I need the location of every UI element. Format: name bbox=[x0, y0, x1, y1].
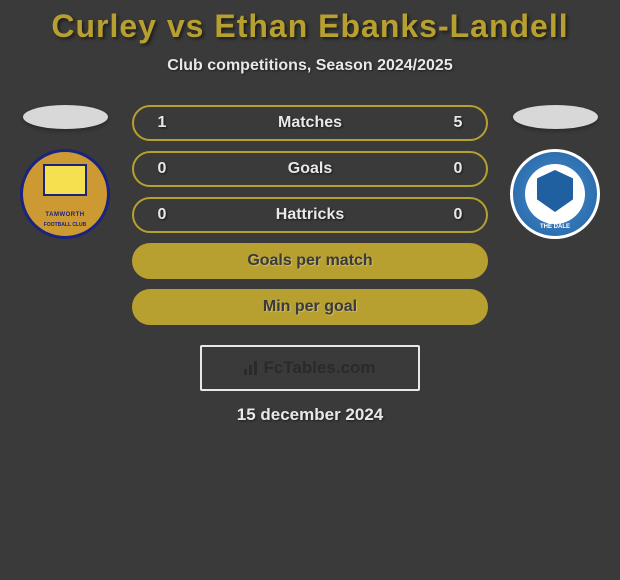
stat-left-value: 0 bbox=[152, 206, 172, 224]
stat-row-min-per-goal: Min per goal bbox=[132, 289, 488, 325]
stat-left-value: 0 bbox=[152, 160, 172, 178]
stat-row-matches: 1 Matches 5 bbox=[132, 105, 488, 141]
player-left-column: FOOTBALL CLUB bbox=[10, 105, 120, 239]
stat-row-hattricks: 0 Hattricks 0 bbox=[132, 197, 488, 233]
stat-label: Goals per match bbox=[247, 252, 372, 270]
badge-left-subtext: FOOTBALL CLUB bbox=[44, 222, 86, 228]
chart-bars-icon bbox=[244, 361, 257, 375]
stat-row-goals-per-match: Goals per match bbox=[132, 243, 488, 279]
stat-label: Matches bbox=[278, 114, 342, 132]
stat-label: Goals bbox=[288, 160, 332, 178]
club-badge-right: THE DALE bbox=[510, 149, 600, 239]
stat-right-value: 0 bbox=[448, 160, 468, 178]
badge-right-subtext: THE DALE bbox=[540, 224, 570, 230]
stat-left-value: 1 bbox=[152, 114, 172, 132]
stat-label: Min per goal bbox=[263, 298, 357, 316]
player-right-ellipse bbox=[513, 105, 598, 129]
comparison-card: Curley vs Ethan Ebanks-Landell Club comp… bbox=[0, 0, 620, 425]
club-badge-left: FOOTBALL CLUB bbox=[20, 149, 110, 239]
page-title: Curley vs Ethan Ebanks-Landell bbox=[0, 8, 620, 45]
stats-rows: 1 Matches 5 0 Goals 0 0 Hattricks 0 Goal… bbox=[120, 105, 500, 325]
stats-area: FOOTBALL CLUB 1 Matches 5 0 Goals 0 0 Ha… bbox=[0, 105, 620, 325]
stat-row-goals: 0 Goals 0 bbox=[132, 151, 488, 187]
player-left-ellipse bbox=[23, 105, 108, 129]
subtitle: Club competitions, Season 2024/2025 bbox=[0, 57, 620, 75]
stat-label: Hattricks bbox=[276, 206, 344, 224]
brand-text: FcTables.com bbox=[263, 358, 375, 378]
stat-right-value: 5 bbox=[448, 114, 468, 132]
date-label: 15 december 2024 bbox=[0, 405, 620, 425]
brand-box[interactable]: FcTables.com bbox=[200, 345, 420, 391]
stat-right-value: 0 bbox=[448, 206, 468, 224]
player-right-column: THE DALE bbox=[500, 105, 610, 239]
